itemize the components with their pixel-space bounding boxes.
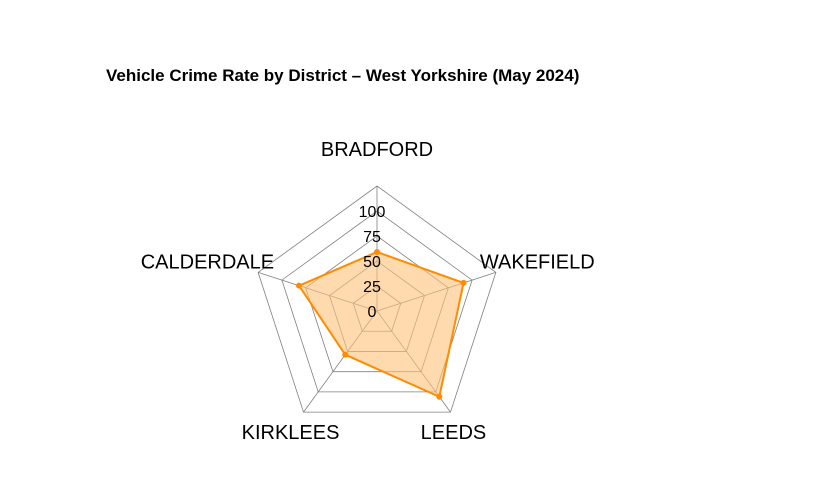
data-point-calderdale: [296, 282, 303, 289]
axis-label-leeds: LEEDS: [421, 422, 487, 444]
radar-tick-labels: 0 25 50 75 100: [359, 204, 386, 321]
tick-label-50: 50: [363, 254, 381, 271]
axis-label-wakefield: WAKEFIELD: [480, 251, 595, 273]
grid-ring-4: [281, 210, 473, 393]
grid-ring-5: [257, 185, 497, 413]
data-point-wakefield: [460, 279, 467, 286]
radar-axis-labels: BRADFORD WAKEFIELD LEEDS KIRKLEES CALDERDALE: [141, 139, 595, 444]
tick-label-25: 25: [363, 279, 381, 296]
radar-series: [296, 249, 467, 400]
series-area-1: [297, 250, 465, 399]
axis-label-kirklees: KIRKLEES: [242, 422, 340, 444]
axis-label-calderdale: CALDERDALE: [141, 251, 274, 273]
chart-title: Vehicle Crime Rate by District – West Yo…: [106, 66, 580, 85]
tick-label-75: 75: [363, 229, 381, 246]
data-point-kirklees: [342, 351, 349, 358]
tick-label-100: 100: [359, 204, 386, 221]
axis-label-bradford: BRADFORD: [321, 139, 433, 161]
data-point-bradford: [374, 249, 380, 255]
tick-label-0: 0: [368, 304, 377, 321]
data-point-leeds: [436, 393, 443, 400]
